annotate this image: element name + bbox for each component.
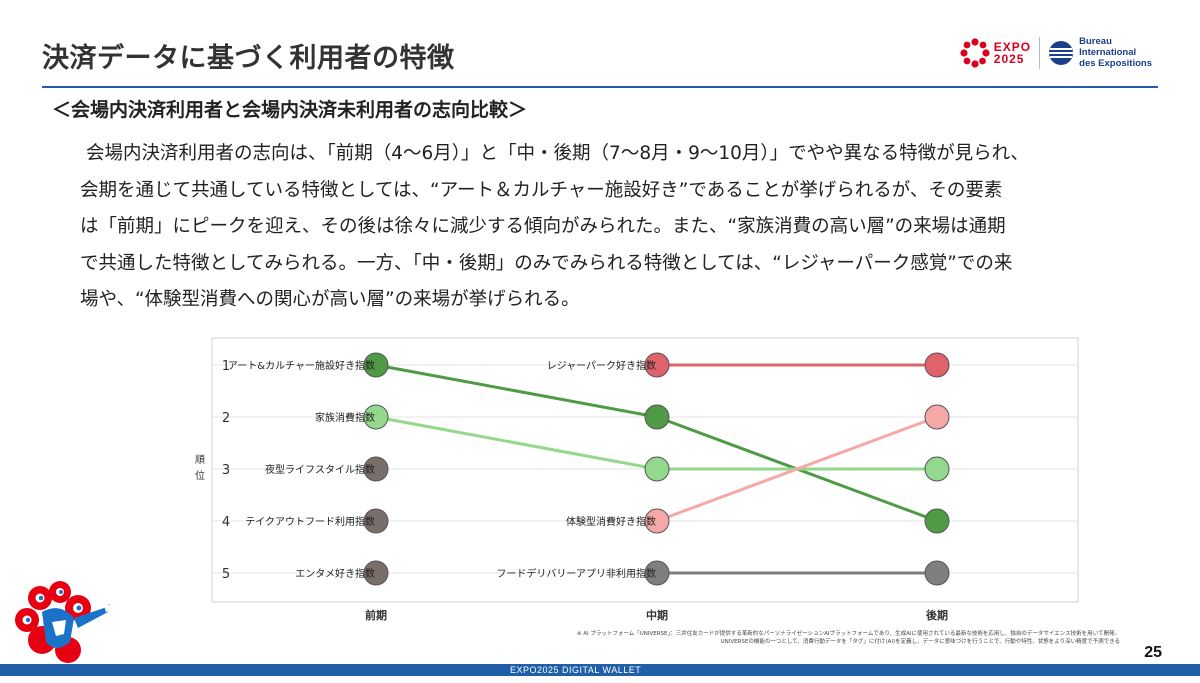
expo-mark-icon — [960, 37, 990, 68]
x-category-label: 前期 — [365, 608, 387, 622]
body-line: は「前期」にピークを迎え、その後は徐々に減少する傾向がみられた。また、“家族消費… — [80, 216, 1006, 237]
rank-tick-label: 1 — [222, 359, 230, 374]
footnote-line: UNIVERSEの機能の一つとして、消費行動データを「タグ」に付け(AI)を定義… — [720, 639, 1120, 645]
series-point — [363, 456, 389, 482]
point-label: アート&カルチャー施設好き指数 — [228, 359, 375, 372]
series-point — [644, 352, 670, 378]
point-label: 体験型消費好き指数 — [566, 515, 656, 528]
footnote: ※ AI プラットフォーム「UNIVERSE」：三井住友カードが提供する革新的な… — [560, 630, 1120, 646]
series-point — [644, 560, 670, 586]
series-point — [924, 404, 950, 430]
bie-globe-icon — [1049, 40, 1074, 65]
point-label: 夜型ライフスタイル指数 — [265, 463, 375, 476]
body-paragraph: 会場内決済利用者の志向は、「前期（4～6月）」と「中・後期（7～8月・9～10月… — [80, 136, 1160, 319]
section-subtitle: ＜会場内決済利用者と会場内決済未利用者の志向比較＞ — [52, 99, 528, 121]
series-line — [375, 415, 658, 471]
expo-logo-line-2: 2025 — [993, 51, 1025, 66]
series-point — [363, 404, 389, 430]
myaku-myaku-mascot — [12, 578, 132, 674]
bie-logo-line-2: International — [1079, 47, 1137, 58]
rank-tick-label: 2 — [222, 411, 230, 426]
body-line: 場や、“体験型消費への関心が高い層”の来場が挙げられる。 — [80, 289, 580, 310]
series-point — [363, 560, 389, 586]
y-axis-label: 順 — [195, 454, 205, 466]
x-category-label: 後期 — [926, 608, 948, 622]
series-point — [363, 352, 389, 378]
rank-tick-label: 4 — [222, 515, 230, 530]
y-axis-label: 位 — [195, 469, 205, 482]
series-point — [363, 508, 389, 534]
series-point — [924, 456, 950, 482]
page-title: 決済データに基づく利用者の特徴 — [42, 43, 455, 74]
footer-label: EXPO2025 DIGITAL WALLET — [510, 665, 642, 675]
footnote-line: ※ AI プラットフォーム「UNIVERSE」：三井住友カードが提供する革新的な… — [576, 631, 1120, 637]
body-line: 会場内決済利用者の志向は、「前期（4～6月）」と「中・後期（7～8月・9～10月… — [86, 143, 1029, 164]
expo-logo-line-1: EXPO — [993, 39, 1032, 54]
body-line: で共通した特徴としてみられる。一方、「中・後期」のみでみられる特徴としては、“レ… — [80, 252, 1013, 274]
series-point — [924, 508, 950, 534]
bie-logo: Bureau International des Expositions — [1048, 36, 1152, 69]
rank-tick-label: 5 — [222, 567, 230, 582]
series-line — [656, 415, 938, 523]
logo-divider — [1039, 36, 1041, 69]
series-point — [644, 508, 670, 534]
header-logos: EXPO 2025 Bureau International des Expos… — [960, 36, 1152, 69]
point-label: 家族消費指数 — [315, 411, 375, 424]
body-line: 会期を通じて共通している特徴としては、“アート＆カルチャー施設好き”であることが… — [80, 179, 1003, 201]
series-point — [924, 352, 950, 378]
series-line — [375, 363, 658, 419]
plot-frame — [211, 337, 1079, 603]
bie-logo-line-3: des Expositions — [1079, 58, 1152, 69]
point-label: エンタメ好き指数 — [295, 567, 375, 580]
x-category-label: 中期 — [646, 608, 668, 622]
header-rule — [42, 86, 1158, 88]
mascot-icon — [15, 581, 116, 663]
point-label: テイクアウトフード利用指数 — [245, 515, 375, 528]
series-line — [656, 415, 938, 523]
rank-tick-label: 3 — [222, 463, 230, 478]
bie-logo-line-1: Bureau — [1079, 36, 1112, 47]
series-point — [644, 404, 670, 430]
series-point — [644, 456, 670, 482]
expo2025-logo: EXPO 2025 — [960, 37, 1032, 68]
series-point — [924, 560, 950, 586]
point-label: フードデリバリーアプリ非利用指数 — [496, 567, 656, 580]
point-label: レジャーパーク好き指数 — [547, 359, 656, 372]
page-number: 25 — [1144, 644, 1162, 661]
footer-bar — [0, 664, 1200, 676]
